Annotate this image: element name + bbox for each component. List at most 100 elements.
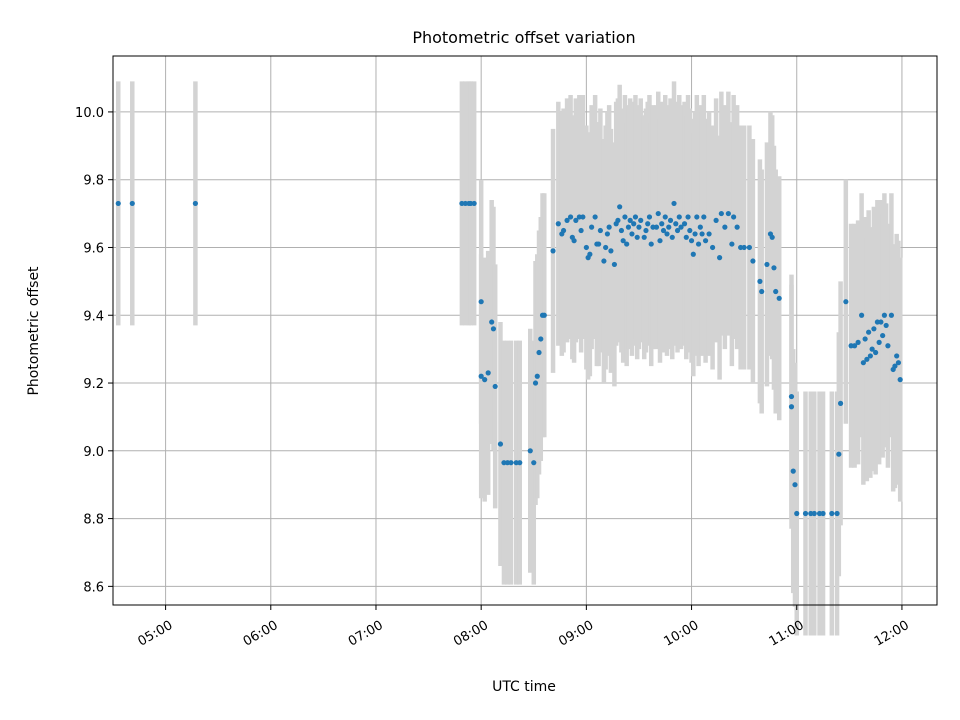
data-point <box>646 214 653 220</box>
data-point <box>699 231 705 237</box>
data-point <box>836 451 842 457</box>
data-point <box>129 200 135 207</box>
data-point <box>541 312 547 318</box>
data-point <box>746 244 753 251</box>
data-point <box>701 214 707 220</box>
data-point <box>532 380 539 386</box>
data-point <box>631 221 637 227</box>
data-point <box>892 363 898 369</box>
data-point <box>750 258 756 264</box>
data-point <box>894 353 900 359</box>
y-tick-label: 9.2 <box>83 377 104 392</box>
data-point <box>634 234 640 240</box>
data-point <box>571 238 577 244</box>
data-point <box>596 241 602 247</box>
data-point <box>534 373 540 379</box>
data-point <box>790 468 796 474</box>
data-point <box>706 231 712 237</box>
data-point <box>673 221 679 227</box>
data-point <box>625 224 632 230</box>
data-point <box>837 400 844 406</box>
data-point <box>592 214 598 220</box>
data-point <box>859 312 865 318</box>
data-point <box>622 214 628 220</box>
data-point <box>531 460 537 466</box>
data-point <box>478 299 484 305</box>
grid <box>113 56 937 605</box>
data-point <box>676 214 682 220</box>
y-axis-label: Photometric offset <box>26 266 42 396</box>
data-point <box>883 322 889 329</box>
data-point <box>685 214 691 220</box>
data-point <box>482 377 488 383</box>
data-point <box>759 288 765 295</box>
data-point <box>895 360 902 366</box>
data-point <box>580 214 586 220</box>
data-point <box>489 319 495 325</box>
data-point <box>885 343 891 349</box>
data-point <box>564 217 570 223</box>
data-point <box>702 238 709 244</box>
data-point <box>638 217 644 223</box>
data-point <box>873 349 879 356</box>
data-point <box>820 510 826 517</box>
data-point <box>713 217 719 223</box>
data-point <box>671 200 677 207</box>
data-point <box>666 224 672 230</box>
data-point <box>802 510 809 517</box>
y-tick-label: 8.6 <box>83 580 104 595</box>
data-point <box>617 204 623 210</box>
data-point <box>864 356 870 362</box>
data-point <box>655 210 661 217</box>
data-point <box>536 349 542 356</box>
y-tick-label: 9.8 <box>83 174 104 189</box>
data-point <box>897 377 903 383</box>
data-point <box>792 482 798 488</box>
data-point <box>597 227 603 234</box>
data-point <box>641 234 647 240</box>
data-point <box>555 221 561 227</box>
data-point <box>697 224 703 230</box>
data-point <box>681 221 688 227</box>
data-point <box>722 224 728 230</box>
y-tick-label: 9.4 <box>83 309 104 324</box>
data-point <box>788 404 795 410</box>
data-point <box>794 510 800 517</box>
data-point <box>636 224 642 230</box>
data-point <box>603 244 609 251</box>
data-point <box>867 353 873 359</box>
data-point <box>567 214 574 220</box>
plot-frame <box>112 55 938 606</box>
data-point <box>829 510 835 517</box>
data-point <box>648 241 654 247</box>
data-point <box>606 224 612 230</box>
data-point <box>741 244 747 251</box>
data-point <box>669 234 675 240</box>
data-point <box>538 336 544 342</box>
data-point <box>729 241 735 247</box>
data-point <box>653 224 660 230</box>
data-point <box>888 312 895 318</box>
data-point <box>578 227 584 234</box>
data-point <box>869 346 875 352</box>
data-point <box>709 244 716 251</box>
data-point <box>478 373 484 379</box>
data-point <box>769 234 775 240</box>
data-point <box>776 295 782 301</box>
data-point <box>771 265 777 271</box>
data-point <box>692 231 698 237</box>
data-point <box>662 214 668 220</box>
data-point <box>757 278 763 284</box>
data-point <box>485 370 491 376</box>
data-point <box>834 510 840 517</box>
data-point <box>674 227 681 234</box>
data-point <box>115 200 121 207</box>
data-point <box>683 234 689 240</box>
data-point <box>788 393 795 400</box>
data-point <box>876 339 882 345</box>
data-point <box>611 261 618 268</box>
data-point <box>773 288 779 295</box>
data-point <box>687 227 693 234</box>
data-point <box>860 360 866 366</box>
data-point <box>881 312 888 318</box>
